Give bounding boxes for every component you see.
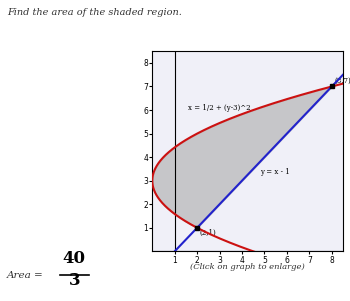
Text: (Click on graph to enlarge): (Click on graph to enlarge) [190,263,305,272]
Text: 40: 40 [63,250,86,267]
Text: Find the area of the shaded region.: Find the area of the shaded region. [7,8,182,17]
Text: Area =: Area = [7,271,44,280]
Text: 3: 3 [68,272,80,288]
Text: (8,7): (8,7) [334,77,350,85]
Text: (2,1): (2,1) [199,229,216,237]
Text: x = 1/2 + (y-3)^2: x = 1/2 + (y-3)^2 [188,104,251,112]
Text: y = x - 1: y = x - 1 [260,168,290,175]
